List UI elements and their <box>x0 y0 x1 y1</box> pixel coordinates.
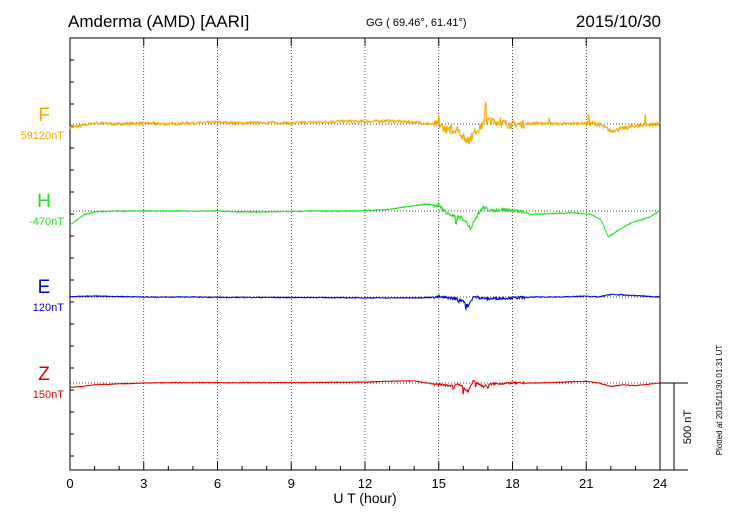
series-line-e <box>69 293 661 312</box>
plotted-timestamp: Plotted at 2015/11/30 01:31 UT <box>715 345 724 456</box>
series-line-f <box>69 100 661 145</box>
series-baseline-value-h: -470nT <box>29 216 64 228</box>
station-title: Amderma (AMD) [AARI] <box>68 12 249 31</box>
x-tick-label-21: 21 <box>579 476 593 491</box>
series-name-f: F <box>38 105 50 126</box>
series-line-z <box>69 379 661 396</box>
series-baseline-value-f: 59120nT <box>21 130 65 142</box>
x-axis-label: U T (hour) <box>333 490 396 506</box>
x-tick-label-15: 15 <box>432 476 446 491</box>
scale-bar: 500 nT <box>660 382 694 471</box>
x-tick-label-24: 24 <box>653 476 667 491</box>
series-name-e: E <box>38 277 51 298</box>
series-name-z: Z <box>38 364 50 385</box>
x-tick-label-6: 6 <box>214 476 221 491</box>
x-tick-label-3: 3 <box>140 476 147 491</box>
series-labels: F 59120nT H -470nT E 120nT Z 150nT <box>21 105 65 401</box>
x-tick-label-18: 18 <box>505 476 519 491</box>
chart-date: 2015/10/30 <box>576 12 661 31</box>
x-tick-label-0: 0 <box>66 476 73 491</box>
x-axis-ticks: 0 3 6 9 12 15 18 21 24 <box>66 38 667 491</box>
series-line-h <box>69 202 661 238</box>
x-tick-label-9: 9 <box>288 476 295 491</box>
series-baseline-value-e: 120nT <box>33 302 64 314</box>
station-coords: GG ( 69.46°, 61.41°) <box>366 17 467 29</box>
grid-lines <box>143 38 587 470</box>
series-layer <box>69 100 661 396</box>
series-name-h: H <box>37 191 51 212</box>
series-baseline-value-z: 150nT <box>33 389 64 401</box>
scale-bar-label: 500 nT <box>682 410 694 445</box>
x-tick-label-12: 12 <box>358 476 372 491</box>
